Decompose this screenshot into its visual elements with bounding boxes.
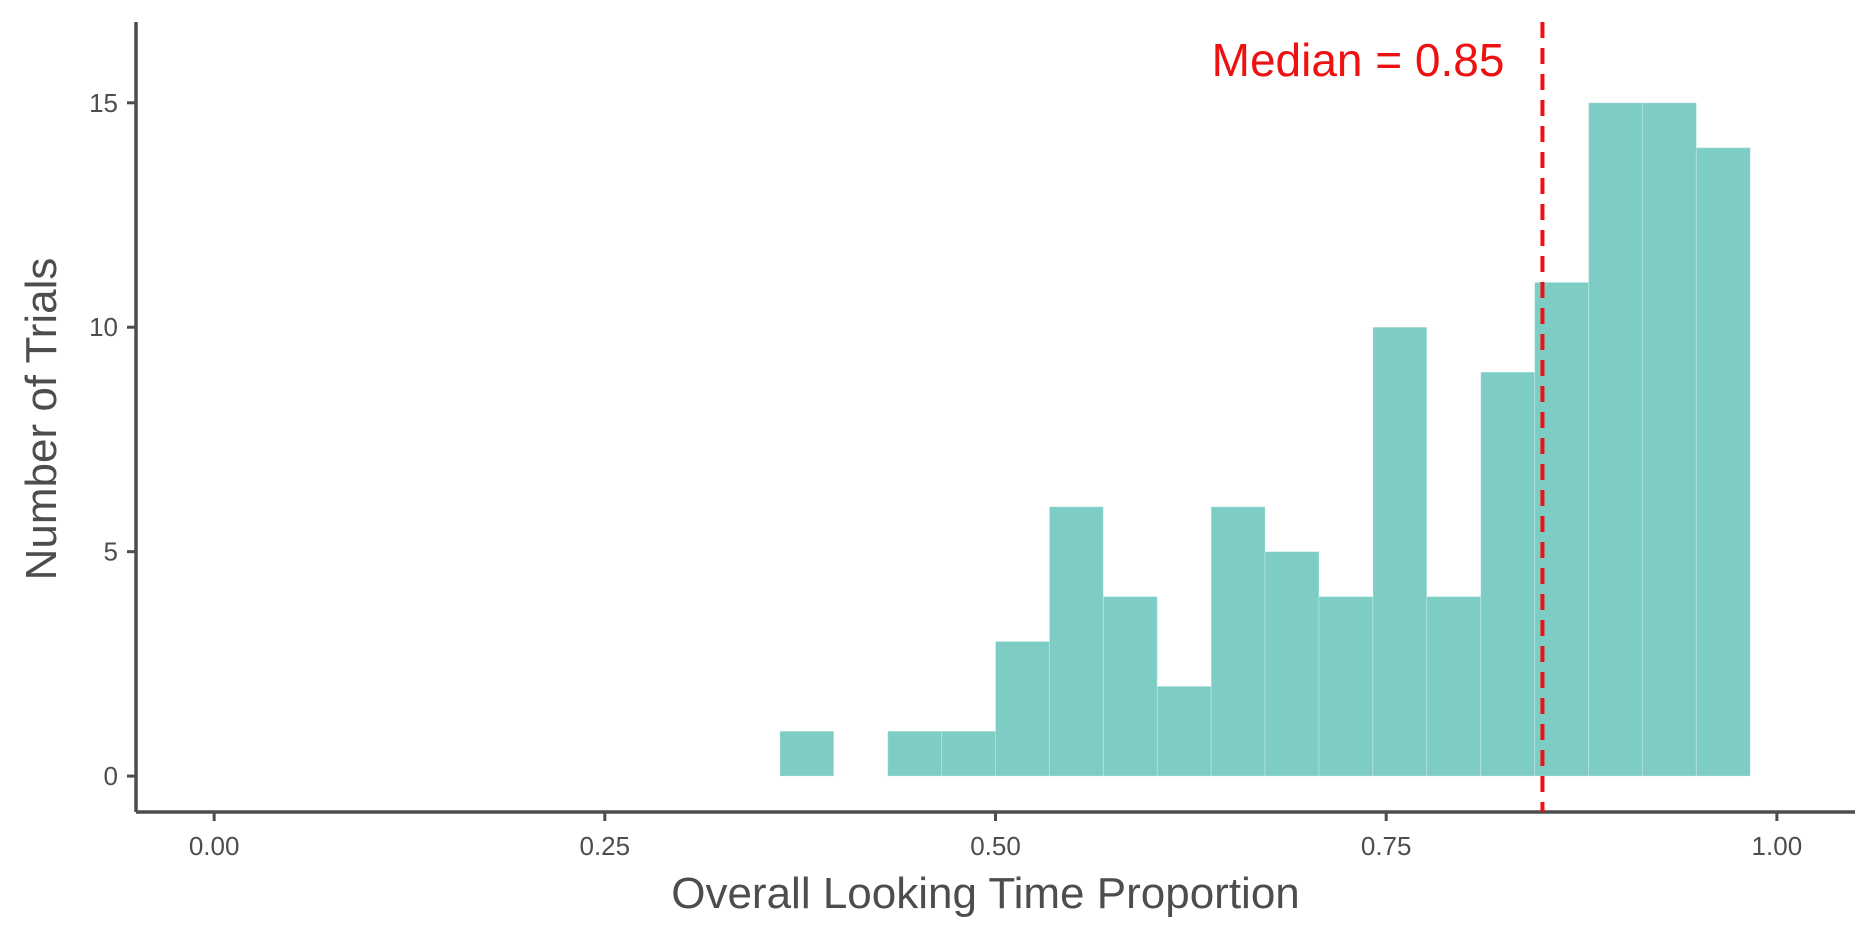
y-tick-label: 0 [104,761,118,791]
histogram-bar [1480,371,1536,777]
y-tick-label: 10 [89,312,118,342]
histogram-bar [779,730,835,777]
histogram-bar [1372,326,1428,777]
x-tick-label: 0.50 [970,831,1021,861]
y-axis-title: Number of Trials [17,258,66,581]
histogram-bar [995,640,1050,777]
x-tick-label: 1.00 [1752,831,1803,861]
histogram-bar [1210,506,1266,777]
histogram-bar [1641,102,1697,777]
histogram-bar [1695,147,1751,777]
histogram-bar [1588,102,1643,777]
y-tick-label: 15 [89,88,118,118]
histogram-bar [1264,551,1320,777]
median-annotation: Median = 0.85 [1212,34,1505,86]
histogram-bar [1048,506,1104,777]
x-tick-label: 0.00 [189,831,240,861]
x-axis-title: Overall Looking Time Proportion [671,869,1300,918]
histogram-bar [1156,685,1212,777]
histogram-bar [941,730,997,777]
bars-group [779,102,1751,777]
histogram-bar [1318,596,1374,777]
ticks-group: 0.00 0.25 0.50 0.75 1.00 0 5 10 15 [89,88,1802,861]
x-tick-label: 0.75 [1361,831,1412,861]
y-tick-label: 5 [104,537,118,567]
histogram-bar [1426,596,1482,777]
histogram-bar [887,730,943,777]
histogram-bar [1102,596,1158,777]
x-tick-label: 0.25 [580,831,631,861]
